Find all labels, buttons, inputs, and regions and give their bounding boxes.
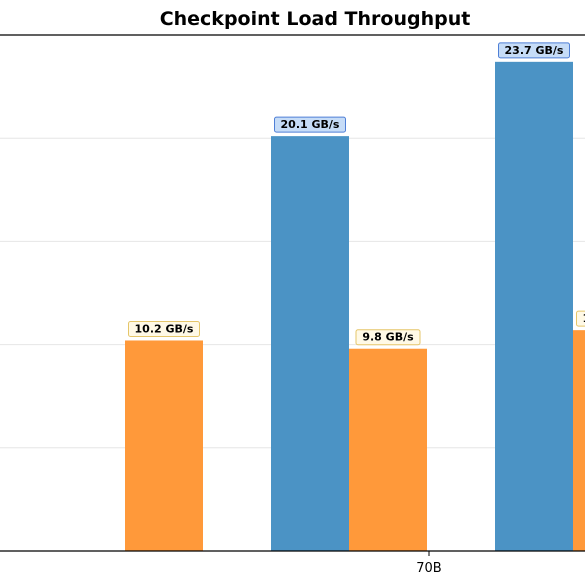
- bar: [349, 348, 427, 551]
- data-label-box: [274, 116, 346, 133]
- x-tick-labels: 70B405B: [416, 551, 442, 576]
- bar: [125, 340, 203, 551]
- axes: [0, 34, 585, 552]
- x-tick-label: 70B: [416, 561, 441, 576]
- data-labels: 20.1 GB/s 23.7 GB/s 10.2 GB/s 9.8 GB/s 10.7 …: [128, 42, 585, 346]
- data-label-box: [498, 42, 570, 59]
- chart-title: Checkpoint Load Throughput: [159, 8, 471, 30]
- bar: [271, 136, 349, 552]
- data-label: 23.7 GB/s: [505, 44, 564, 57]
- data-label-box: [576, 310, 585, 327]
- bar: [573, 330, 585, 551]
- data-label-box: [355, 329, 421, 346]
- data-label: 20.1 GB/s: [281, 118, 340, 131]
- bar: [495, 61, 573, 551]
- data-label-box: [128, 320, 200, 337]
- data-label: 9.8 GB/s: [362, 331, 414, 344]
- data-label: 10.7 GB/s: [583, 312, 585, 325]
- bars: [125, 61, 585, 552]
- data-label: 10.2 GB/s: [135, 322, 194, 335]
